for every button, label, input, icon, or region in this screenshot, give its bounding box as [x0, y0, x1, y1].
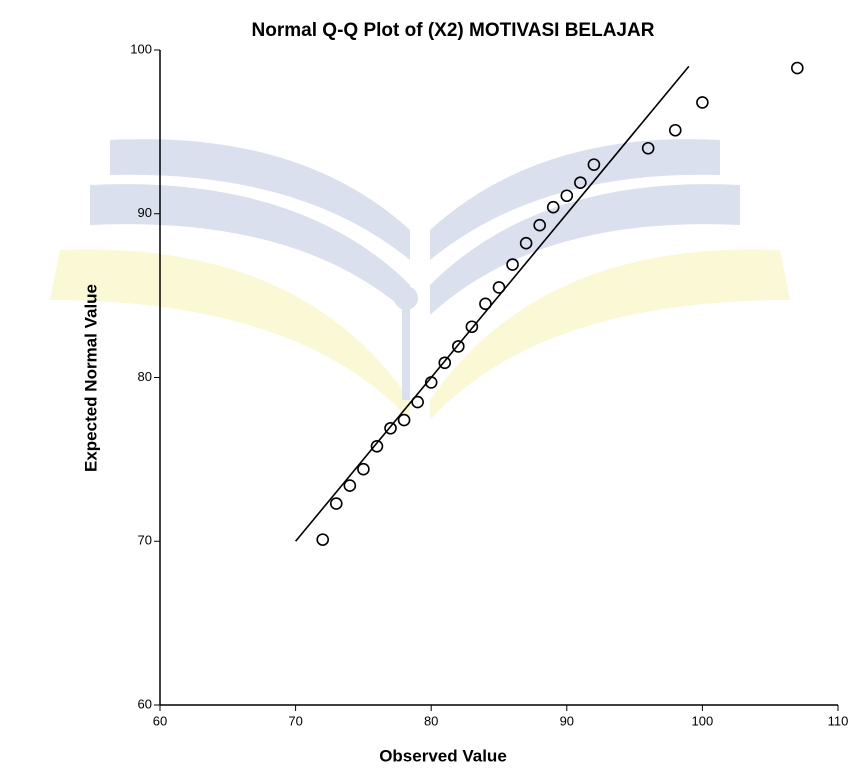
x-tick-label: 80 [424, 713, 438, 728]
y-tick-label: 90 [138, 205, 152, 220]
x-tick-label: 70 [288, 713, 302, 728]
y-tick-label: 80 [138, 369, 152, 384]
y-axis-label: Expected Normal Value [81, 284, 100, 472]
point [466, 321, 477, 332]
point [412, 397, 423, 408]
x-tick-label: 60 [153, 713, 167, 728]
point [317, 534, 328, 545]
point [792, 63, 803, 74]
point [331, 498, 342, 509]
y-tick-label: 60 [138, 696, 152, 711]
point [358, 464, 369, 475]
point [670, 125, 681, 136]
point [561, 190, 572, 201]
point [439, 357, 450, 368]
x-tick-label: 110 [828, 713, 849, 728]
point [494, 282, 505, 293]
x-tick-label: 90 [560, 713, 574, 728]
y-tick-label: 70 [138, 533, 152, 548]
y-tick-label: 100 [130, 41, 152, 56]
chart-title: Normal Q-Q Plot of (X2) MOTIVASI BELAJAR [252, 20, 655, 41]
point [385, 423, 396, 434]
x-axis-label: Observed Value [379, 746, 507, 765]
point [399, 415, 410, 426]
x-tick-label: 100 [692, 713, 714, 728]
watermark [50, 139, 790, 420]
chart: Normal Q-Q Plot of (X2) MOTIVASI BELAJAR… [0, 0, 856, 771]
point [453, 341, 464, 352]
point [344, 480, 355, 491]
point [480, 298, 491, 309]
point [697, 97, 708, 108]
